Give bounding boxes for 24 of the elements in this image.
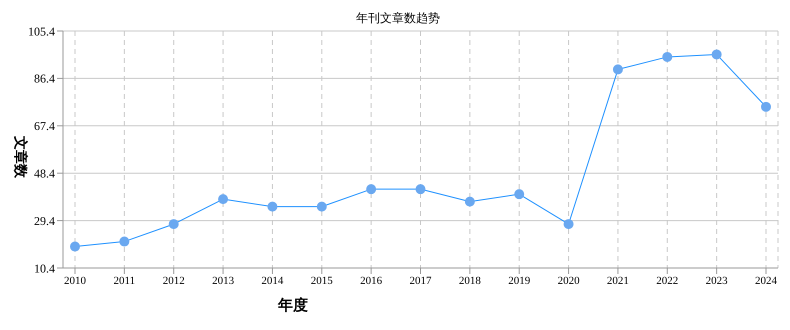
- x-tick-label: 2015: [310, 274, 334, 287]
- x-tick-label: 2012: [162, 274, 185, 287]
- x-tick-label: 2018: [458, 274, 482, 287]
- y-tick-label: 105.4: [28, 24, 55, 38]
- x-tick-label: 2023: [706, 274, 728, 287]
- y-axis-title: 文章数: [11, 135, 29, 180]
- x-tick-label: 2021: [606, 274, 629, 287]
- y-tick-label: 86.4: [34, 72, 55, 86]
- x-tick-label: 2011: [114, 274, 136, 287]
- chart-title: 年刊文章数趋势: [356, 11, 440, 25]
- y-tick-label: 48.4: [34, 166, 55, 180]
- x-axis-title: 年度: [278, 296, 308, 315]
- y-tick-label: 67.4: [34, 119, 55, 134]
- x-tick-label: 2019: [508, 274, 531, 287]
- x-tick-label: 2016: [360, 274, 383, 287]
- x-tick-label: 2013: [212, 274, 235, 287]
- x-tick-label: 2010: [64, 274, 86, 287]
- x-tick-label: 2022: [656, 274, 678, 287]
- x-tick-label: 2014: [261, 274, 284, 287]
- y-tick-label: 29.4: [34, 214, 55, 228]
- x-tick-label: 2017: [410, 274, 432, 287]
- y-tick-label: 10.4: [34, 261, 55, 276]
- x-tick-label: 2020: [558, 274, 580, 287]
- x-tick-label: 2024: [755, 274, 778, 287]
